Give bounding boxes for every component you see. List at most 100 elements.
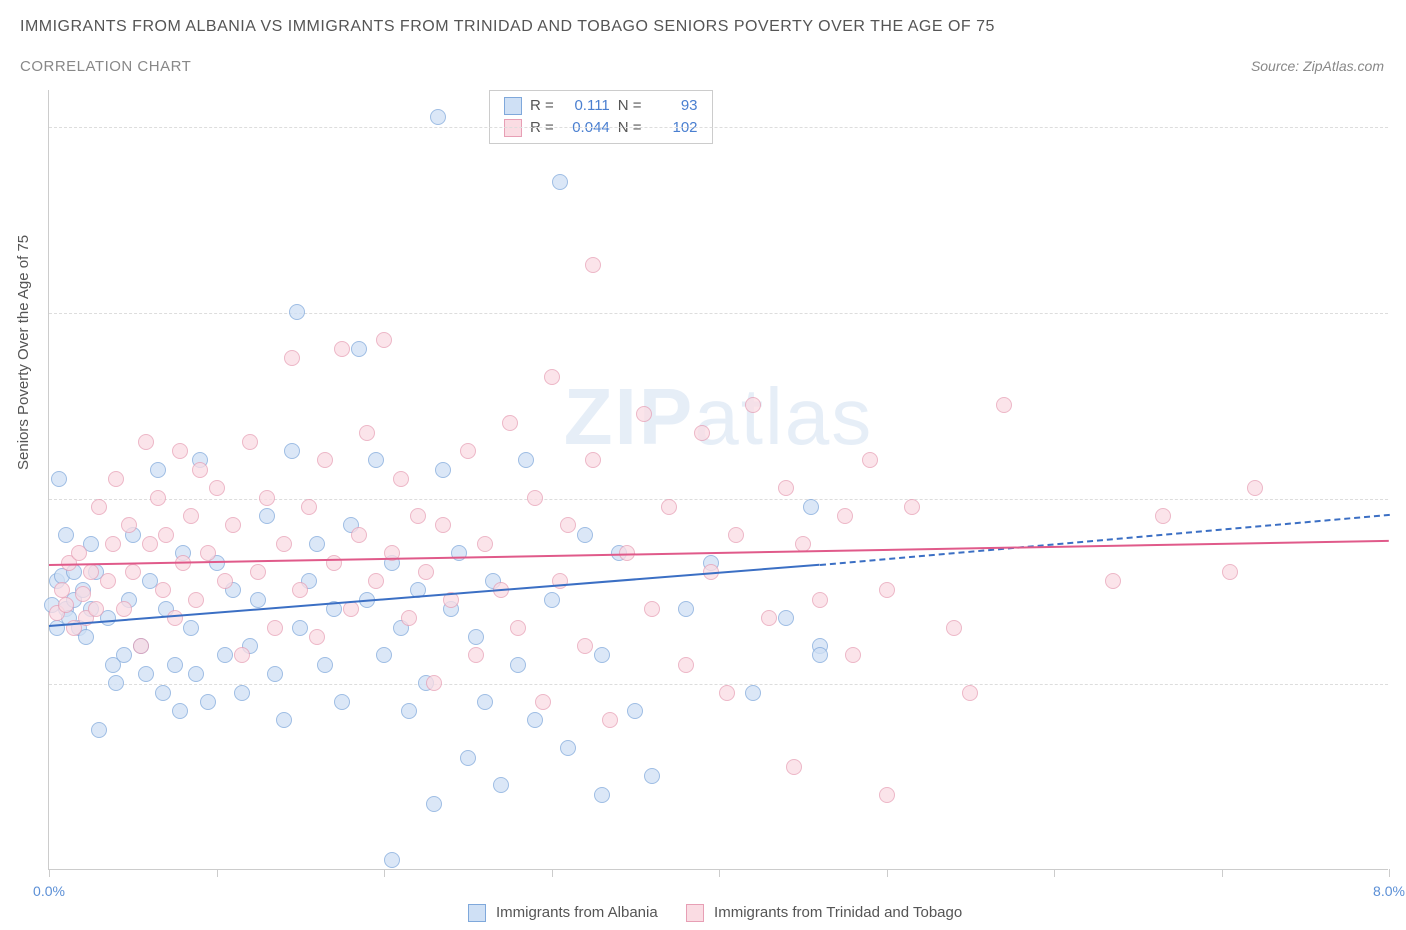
swatch-icon xyxy=(468,904,486,922)
data-point xyxy=(468,647,484,663)
data-point xyxy=(276,712,292,728)
data-point xyxy=(468,629,484,645)
data-point xyxy=(54,582,70,598)
data-point xyxy=(167,657,183,673)
data-point xyxy=(75,586,91,602)
data-point xyxy=(309,536,325,552)
data-point xyxy=(401,703,417,719)
data-point xyxy=(535,694,551,710)
data-point xyxy=(172,443,188,459)
data-point xyxy=(150,462,166,478)
data-point xyxy=(745,397,761,413)
data-point xyxy=(172,703,188,719)
data-point xyxy=(209,480,225,496)
data-point xyxy=(477,694,493,710)
data-point xyxy=(125,564,141,580)
legend-row: R = 0.111 N = 93 xyxy=(504,95,698,117)
data-point xyxy=(627,703,643,719)
source-label: Source: ZipAtlas.com xyxy=(1251,58,1384,74)
data-point xyxy=(426,675,442,691)
data-point xyxy=(376,647,392,663)
data-point xyxy=(745,685,761,701)
data-point xyxy=(594,787,610,803)
gridline xyxy=(49,684,1388,685)
data-point xyxy=(83,564,99,580)
data-point xyxy=(418,564,434,580)
data-point xyxy=(678,601,694,617)
watermark: ZIPatlas xyxy=(564,371,873,463)
data-point xyxy=(946,620,962,636)
data-point xyxy=(435,462,451,478)
data-point xyxy=(602,712,618,728)
data-point xyxy=(289,304,305,320)
data-point xyxy=(376,332,392,348)
data-point xyxy=(188,592,204,608)
data-point xyxy=(91,722,107,738)
x-tick xyxy=(217,869,218,877)
data-point xyxy=(167,610,183,626)
data-point xyxy=(108,471,124,487)
data-point xyxy=(460,443,476,459)
data-point xyxy=(292,620,308,636)
data-point xyxy=(644,601,660,617)
data-point xyxy=(527,712,543,728)
data-point xyxy=(879,582,895,598)
data-point xyxy=(661,499,677,515)
data-point xyxy=(188,666,204,682)
data-point xyxy=(845,647,861,663)
data-point xyxy=(761,610,777,626)
data-point xyxy=(493,777,509,793)
data-point xyxy=(560,517,576,533)
data-point xyxy=(284,443,300,459)
data-point xyxy=(786,759,802,775)
data-point xyxy=(88,601,104,617)
data-point xyxy=(301,499,317,515)
data-point xyxy=(1155,508,1171,524)
data-point xyxy=(326,555,342,571)
data-point xyxy=(183,620,199,636)
data-point xyxy=(510,657,526,673)
data-point xyxy=(426,796,442,812)
chart-title: IMMIGRANTS FROM ALBANIA VS IMMIGRANTS FR… xyxy=(20,18,995,36)
data-point xyxy=(105,536,121,552)
data-point xyxy=(430,109,446,125)
data-point xyxy=(544,592,560,608)
data-point xyxy=(284,350,300,366)
legend-r-label: R = xyxy=(530,95,554,117)
data-point xyxy=(242,434,258,450)
data-point xyxy=(577,527,593,543)
data-point xyxy=(58,527,74,543)
data-point xyxy=(862,452,878,468)
x-tick xyxy=(1389,869,1390,877)
data-point xyxy=(217,573,233,589)
data-point xyxy=(1222,564,1238,580)
x-tick xyxy=(719,869,720,877)
series-name: Immigrants from Albania xyxy=(496,904,658,921)
data-point xyxy=(334,341,350,357)
data-point xyxy=(962,685,978,701)
data-point xyxy=(1247,480,1263,496)
data-point xyxy=(544,369,560,385)
data-point xyxy=(585,257,601,273)
x-tick xyxy=(887,869,888,877)
trend-line xyxy=(819,513,1389,565)
data-point xyxy=(192,462,208,478)
data-point xyxy=(225,517,241,533)
data-point xyxy=(527,490,543,506)
x-tick xyxy=(1222,869,1223,877)
data-point xyxy=(393,471,409,487)
data-point xyxy=(460,750,476,766)
data-point xyxy=(150,490,166,506)
data-point xyxy=(108,675,124,691)
data-point xyxy=(51,471,67,487)
data-point xyxy=(812,592,828,608)
data-point xyxy=(142,536,158,552)
x-tick xyxy=(49,869,50,877)
data-point xyxy=(435,517,451,533)
data-point xyxy=(116,601,132,617)
data-point xyxy=(71,545,87,561)
data-point xyxy=(644,768,660,784)
trend-line xyxy=(49,539,1389,565)
data-point xyxy=(158,527,174,543)
data-point xyxy=(155,685,171,701)
